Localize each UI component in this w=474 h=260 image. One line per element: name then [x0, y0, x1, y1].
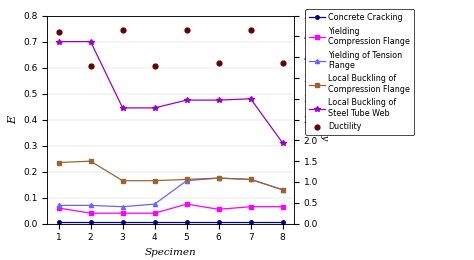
Concrete Cracking — [88, 221, 93, 224]
Local Buckling of
Compression Flange — [216, 177, 221, 180]
Yielding of Tension
Flange — [152, 203, 157, 206]
Line: Concrete Cracking: Concrete Cracking — [57, 220, 284, 224]
Concrete Cracking — [120, 221, 126, 224]
Y-axis label: E: E — [8, 115, 18, 124]
Yielding
Compression Flange — [248, 205, 254, 208]
Local Buckling of
Steel Tube Web — [152, 106, 157, 109]
Ductility — [279, 61, 286, 66]
Concrete Cracking — [248, 221, 254, 224]
Local Buckling of
Steel Tube Web — [248, 97, 254, 100]
Local Buckling of
Steel Tube Web — [120, 106, 126, 109]
X-axis label: Specimen: Specimen — [145, 248, 196, 257]
Legend: Concrete Cracking, Yielding
Compression Flange, Yielding of Tension
Flange, Loca: Concrete Cracking, Yielding Compression … — [305, 9, 414, 135]
Concrete Cracking — [184, 221, 190, 224]
Yielding of Tension
Flange — [248, 178, 254, 181]
Line: Yielding of Tension
Flange: Yielding of Tension Flange — [56, 176, 285, 209]
Y-axis label: Ductility: Ductility — [320, 99, 329, 141]
Concrete Cracking — [216, 221, 221, 224]
Yielding
Compression Flange — [88, 212, 93, 215]
Line: Local Buckling of
Compression Flange: Local Buckling of Compression Flange — [57, 159, 284, 192]
Ductility — [183, 28, 191, 32]
Yielding of Tension
Flange — [120, 205, 126, 208]
Yielding of Tension
Flange — [56, 204, 62, 207]
Local Buckling of
Compression Flange — [56, 161, 62, 164]
Local Buckling of
Compression Flange — [280, 188, 285, 191]
Concrete Cracking — [152, 221, 157, 224]
Line: Yielding
Compression Flange: Yielding Compression Flange — [57, 202, 284, 215]
Yielding of Tension
Flange — [280, 188, 285, 191]
Yielding
Compression Flange — [120, 212, 126, 215]
Local Buckling of
Steel Tube Web — [216, 99, 221, 102]
Local Buckling of
Compression Flange — [152, 179, 157, 182]
Local Buckling of
Compression Flange — [248, 178, 254, 181]
Ductility — [87, 63, 94, 68]
Concrete Cracking — [280, 221, 285, 224]
Ductility — [215, 61, 222, 66]
Yielding
Compression Flange — [280, 205, 285, 208]
Local Buckling of
Steel Tube Web — [56, 40, 62, 43]
Local Buckling of
Compression Flange — [88, 160, 93, 163]
Ductility — [247, 28, 255, 32]
Local Buckling of
Steel Tube Web — [280, 141, 285, 145]
Local Buckling of
Steel Tube Web — [88, 40, 93, 43]
Yielding of Tension
Flange — [184, 179, 190, 182]
Line: Local Buckling of
Steel Tube Web: Local Buckling of Steel Tube Web — [56, 39, 285, 146]
Local Buckling of
Compression Flange — [184, 178, 190, 181]
Concrete Cracking — [56, 221, 62, 224]
Yielding
Compression Flange — [216, 208, 221, 211]
Ductility — [119, 28, 127, 32]
Ductility — [55, 30, 63, 34]
Ductility — [151, 63, 158, 68]
Yielding
Compression Flange — [152, 212, 157, 215]
Yielding
Compression Flange — [56, 206, 62, 210]
Local Buckling of
Steel Tube Web — [184, 99, 190, 102]
Yielding
Compression Flange — [184, 203, 190, 206]
Yielding of Tension
Flange — [216, 177, 221, 180]
Local Buckling of
Compression Flange — [120, 179, 126, 182]
Yielding of Tension
Flange — [88, 204, 93, 207]
